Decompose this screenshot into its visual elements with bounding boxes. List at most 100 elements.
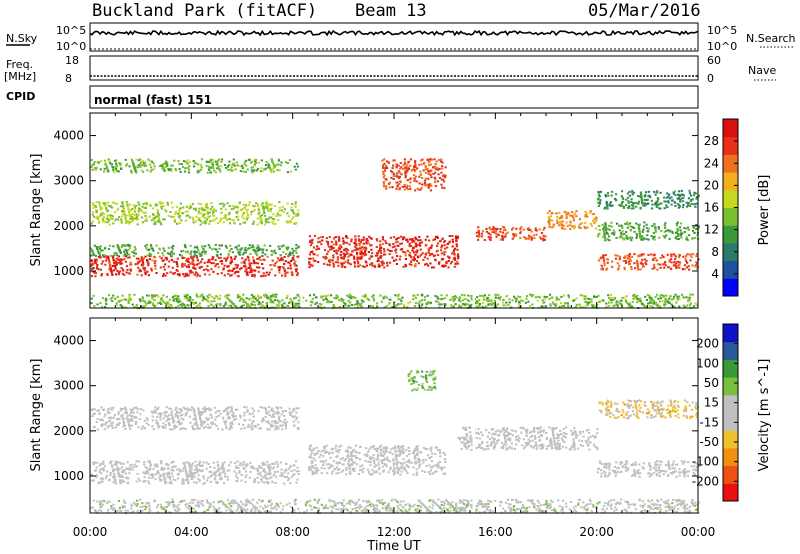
power-band-4-cell — [558, 298, 561, 301]
power-band-5-cell — [390, 250, 393, 253]
power-band-8-cell — [547, 216, 550, 219]
power-band-2-cell — [181, 212, 185, 215]
velocity-band-0-cell — [246, 464, 249, 467]
velocity-band-1-cell — [143, 419, 146, 422]
power-band-0-cell — [120, 262, 124, 265]
power-band-1-cell — [184, 244, 187, 247]
power-band-0-cell — [172, 272, 175, 275]
power-band-11-cell — [673, 190, 677, 193]
power-band-3-cell — [272, 164, 276, 167]
velocity-band-0-cell — [133, 463, 136, 466]
power-band-5-cell — [363, 251, 366, 254]
power-band-4-cell — [461, 293, 464, 296]
power-band-4-cell — [436, 296, 439, 299]
velocity-band-0-cell — [200, 470, 203, 472]
velocity-band-0-cell — [189, 469, 192, 472]
power-band-2-cell — [223, 203, 226, 206]
power-band-1-cell — [282, 251, 285, 254]
power-band-2-cell — [178, 222, 182, 225]
power-band-6-cell — [438, 167, 441, 170]
power-band-4-cell — [201, 299, 204, 302]
power-band-9-cell — [663, 262, 666, 265]
power-band-5-cell — [328, 264, 331, 267]
velocity-band-1-cell — [158, 425, 161, 428]
power-band-5-cell — [436, 236, 439, 239]
power-band-4-cell — [541, 299, 544, 302]
power-band-1-cell — [150, 253, 153, 256]
velocity-band-0-cell — [274, 481, 277, 484]
power-band-3-cell — [234, 168, 237, 171]
power-band-1-cell — [125, 249, 128, 252]
power-band-3-cell — [216, 160, 220, 163]
power-band-4-cell — [438, 306, 441, 309]
power-band-4-cell — [594, 305, 597, 308]
power-band-5-cell — [325, 240, 328, 243]
power-band-10-cell — [606, 227, 609, 230]
power-band-11-cell — [640, 199, 644, 202]
power-band-4-cell — [648, 301, 651, 304]
power-band-2-cell — [103, 221, 106, 224]
power-band-2-cell — [235, 216, 238, 218]
power-band-4-cell — [328, 301, 331, 304]
power-band-2-cell — [153, 223, 156, 226]
power-band-10-cell — [676, 221, 679, 224]
power-band-4-cell — [556, 298, 559, 301]
power-band-11-cell — [606, 205, 609, 208]
power-band-4-cell — [579, 305, 582, 308]
power-band-4-cell — [397, 298, 400, 301]
power-band-4-cell — [120, 299, 123, 302]
velocity-band-0-cell — [226, 469, 229, 472]
power-band-6-cell — [438, 158, 441, 161]
power-band-2-cell — [107, 204, 111, 207]
power-band-10-cell — [664, 226, 667, 229]
power-band-0-cell — [195, 272, 198, 275]
power-band-0-cell — [200, 260, 203, 263]
power-band-6-cell — [425, 184, 428, 187]
power-band-11-cell — [615, 193, 618, 196]
power-band-5-cell — [447, 259, 450, 262]
power-band-4-cell — [217, 297, 220, 300]
power-band-3-cell — [152, 162, 155, 165]
power-band-2-cell — [262, 206, 265, 209]
velocity-band-0-cell — [92, 462, 95, 464]
power-band-11-cell — [688, 189, 691, 192]
velocity-band-1-cell — [163, 412, 166, 415]
power-band-2-cell — [264, 215, 267, 217]
power-band-1-cell — [147, 248, 151, 251]
power-band-5-cell — [454, 247, 457, 250]
power-band-5-cell — [440, 252, 443, 255]
velocity-band-0-cell — [138, 479, 141, 482]
velocity-band-0-cell — [253, 478, 256, 481]
velocity-band-0-cell — [178, 468, 181, 471]
power-band-5-cell — [340, 246, 343, 249]
power-band-5-cell — [376, 254, 379, 257]
power-band-5-cell — [393, 245, 396, 248]
power-band-4-cell — [584, 305, 587, 308]
power-band-0-cell — [162, 275, 165, 277]
power-band-1-cell — [113, 251, 116, 254]
power-band-6-cell — [392, 173, 396, 175]
power-band-9-cell — [601, 267, 604, 270]
power-band-8-cell — [572, 219, 576, 222]
power-band-2-cell — [205, 218, 208, 221]
power-band-1-cell — [204, 252, 207, 254]
power-band-2-cell — [128, 214, 131, 217]
power-band-6-cell — [392, 178, 395, 180]
velocity-band-0-cell — [189, 468, 192, 471]
power-band-0-cell — [136, 261, 139, 264]
power-band-0-cell — [246, 273, 249, 276]
power-band-4-cell — [520, 299, 523, 302]
power-band-5-cell — [397, 236, 400, 239]
power-band-4-cell — [414, 296, 417, 299]
velocity-band-0-cell — [202, 475, 205, 478]
power-band-5-cell — [382, 262, 385, 265]
power-band-5-cell — [309, 264, 313, 267]
power-band-4-cell — [610, 293, 613, 296]
power-band-5-cell — [411, 240, 414, 242]
power-band-6-cell — [429, 163, 432, 166]
power-band-6-cell — [420, 163, 423, 166]
power-band-4-cell — [277, 300, 280, 303]
power-band-0-cell — [167, 265, 170, 268]
power-band-11-cell — [677, 190, 681, 193]
power-band-4-cell — [499, 296, 502, 299]
